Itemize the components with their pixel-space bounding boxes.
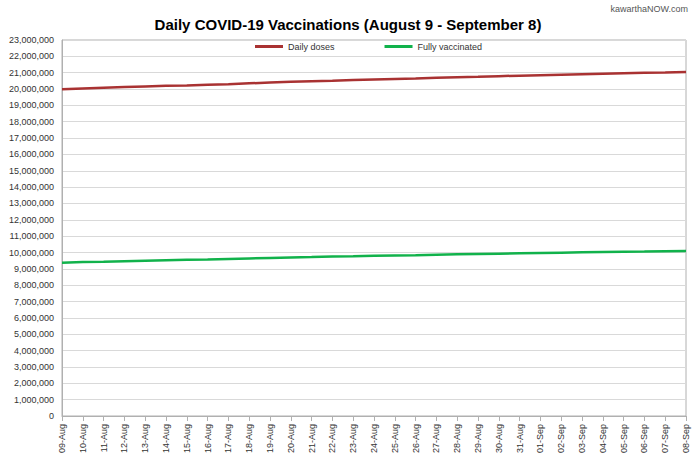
svg-text:Fully vaccinated: Fully vaccinated (418, 42, 483, 52)
svg-text:15-Aug: 15-Aug (182, 424, 192, 453)
svg-text:27-Aug: 27-Aug (431, 424, 441, 453)
svg-text:05-Sep: 05-Sep (619, 424, 629, 453)
svg-text:20-Aug: 20-Aug (286, 424, 296, 453)
svg-text:29-Aug: 29-Aug (473, 424, 483, 453)
svg-text:31-Aug: 31-Aug (515, 424, 525, 453)
svg-text:22,000,000: 22,000,000 (9, 51, 54, 61)
svg-text:12,000,000: 12,000,000 (9, 215, 54, 225)
svg-text:22-Aug: 22-Aug (327, 424, 337, 453)
svg-text:20,000,000: 20,000,000 (9, 84, 54, 94)
svg-text:24-Aug: 24-Aug (369, 424, 379, 453)
svg-text:5,000,000: 5,000,000 (14, 329, 54, 339)
svg-text:2,000,000: 2,000,000 (14, 378, 54, 388)
svg-text:16,000,000: 16,000,000 (9, 149, 54, 159)
svg-text:18-Aug: 18-Aug (244, 424, 254, 453)
svg-text:07-Sep: 07-Sep (660, 424, 670, 453)
svg-text:10-Aug: 10-Aug (78, 424, 88, 453)
svg-text:02-Sep: 02-Sep (556, 424, 566, 453)
svg-text:23,000,000: 23,000,000 (9, 35, 54, 45)
svg-text:13,000,000: 13,000,000 (9, 198, 54, 208)
svg-text:01-Sep: 01-Sep (535, 424, 545, 453)
svg-text:19,000,000: 19,000,000 (9, 100, 54, 110)
svg-text:30-Aug: 30-Aug (494, 424, 504, 453)
svg-text:14,000,000: 14,000,000 (9, 182, 54, 192)
svg-text:17,000,000: 17,000,000 (9, 133, 54, 143)
svg-text:13-Aug: 13-Aug (140, 424, 150, 453)
svg-text:17-Aug: 17-Aug (223, 424, 233, 453)
svg-text:14-Aug: 14-Aug (161, 424, 171, 453)
svg-text:kawarthaNOW.com: kawarthaNOW.com (610, 4, 688, 14)
svg-text:21,000,000: 21,000,000 (9, 68, 54, 78)
svg-text:18,000,000: 18,000,000 (9, 117, 54, 127)
svg-text:28-Aug: 28-Aug (452, 424, 462, 453)
svg-text:1,000,000: 1,000,000 (14, 395, 54, 405)
svg-text:08-Sep: 08-Sep (681, 424, 691, 453)
svg-text:6,000,000: 6,000,000 (14, 313, 54, 323)
svg-text:21-Aug: 21-Aug (307, 424, 317, 453)
svg-text:15,000,000: 15,000,000 (9, 166, 54, 176)
svg-text:23-Aug: 23-Aug (348, 424, 358, 453)
svg-text:10,000,000: 10,000,000 (9, 248, 54, 258)
svg-text:4,000,000: 4,000,000 (14, 346, 54, 356)
svg-text:12-Aug: 12-Aug (119, 424, 129, 453)
svg-text:11-Aug: 11-Aug (99, 424, 109, 452)
svg-text:7,000,000: 7,000,000 (14, 297, 54, 307)
svg-text:03-Sep: 03-Sep (577, 424, 587, 453)
svg-text:8,000,000: 8,000,000 (14, 280, 54, 290)
svg-text:0: 0 (49, 411, 54, 421)
svg-text:9,000,000: 9,000,000 (14, 264, 54, 274)
svg-text:26-Aug: 26-Aug (411, 424, 421, 453)
svg-text:3,000,000: 3,000,000 (14, 362, 54, 372)
svg-text:06-Sep: 06-Sep (639, 424, 649, 453)
svg-text:09-Aug: 09-Aug (57, 424, 67, 453)
svg-text:04-Sep: 04-Sep (598, 424, 608, 453)
svg-text:Daily doses: Daily doses (288, 42, 335, 52)
svg-text:25-Aug: 25-Aug (390, 424, 400, 453)
svg-text:19-Aug: 19-Aug (265, 424, 275, 453)
svg-text:11,000,000: 11,000,000 (10, 231, 54, 241)
svg-text:16-Aug: 16-Aug (203, 424, 213, 453)
svg-text:Daily COVID-19 Vaccinations (A: Daily COVID-19 Vaccinations (August 9 - … (155, 16, 542, 33)
